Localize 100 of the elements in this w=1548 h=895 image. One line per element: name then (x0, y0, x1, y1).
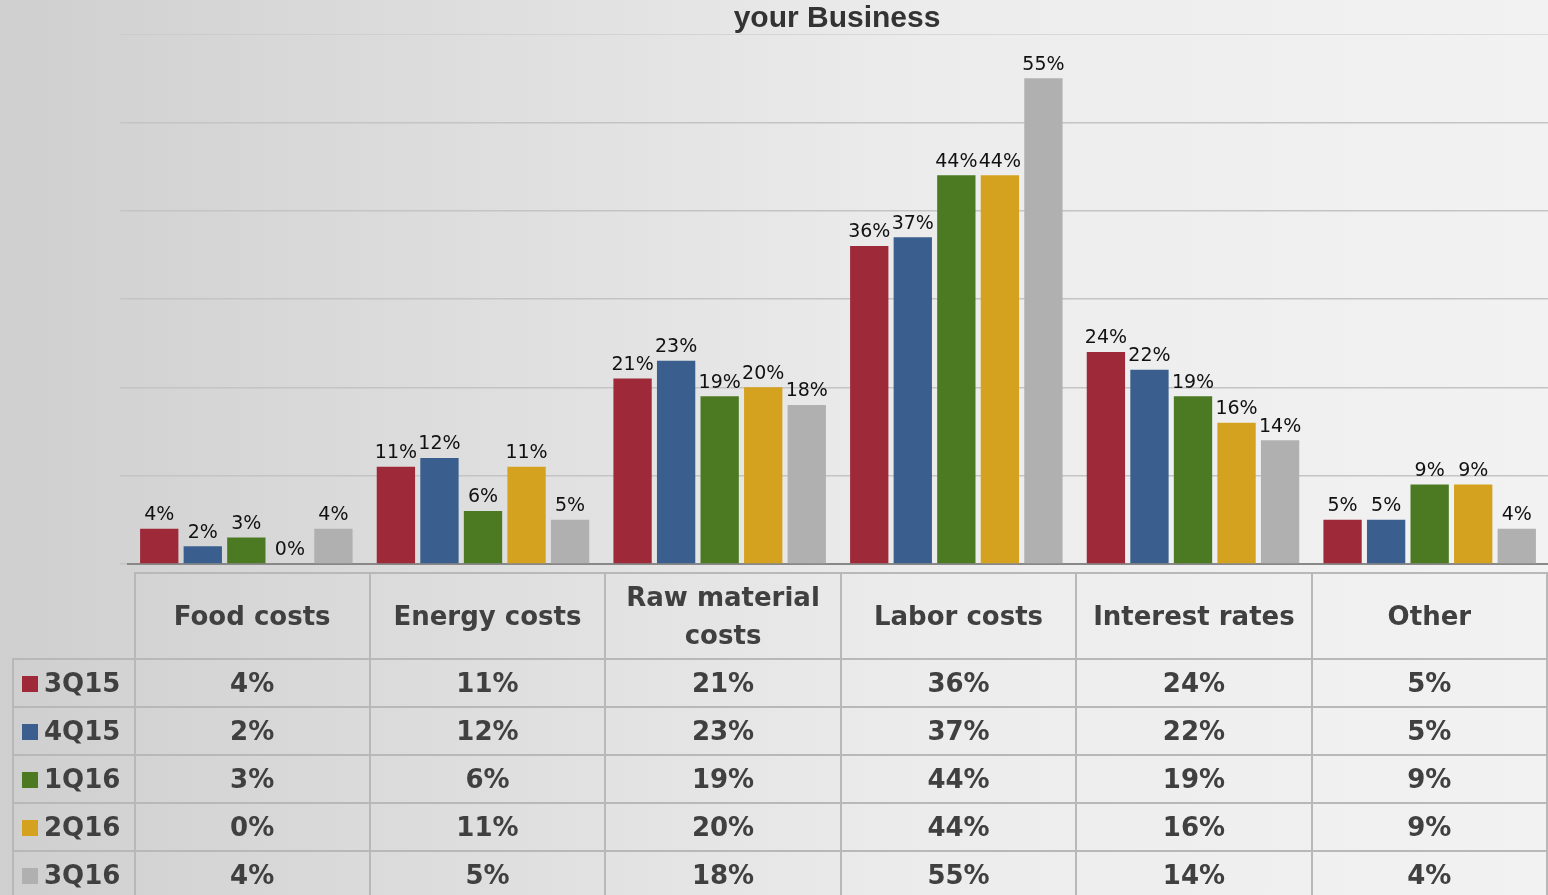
bar (1173, 396, 1213, 564)
data-label: 44% (840, 803, 1077, 851)
data-label: 19% (605, 755, 841, 803)
bar (700, 396, 739, 564)
bar (893, 237, 932, 564)
data-label: 22% (1076, 707, 1312, 755)
text: 9% (1458, 457, 1489, 480)
bar (140, 528, 179, 564)
data-label: 21% (605, 659, 841, 707)
bar (1217, 422, 1256, 564)
data-label: 44% (840, 755, 1077, 803)
x-tick-label: Raw material costs (605, 573, 841, 659)
text: 3% (231, 510, 262, 533)
bar (1260, 440, 1300, 564)
text: 0% (274, 537, 305, 560)
text: 37% (891, 210, 934, 233)
text: 16% (1215, 396, 1258, 419)
data-label: 5% (1311, 659, 1547, 707)
text: 44% (978, 148, 1021, 171)
data-label: 9% (1311, 803, 1547, 851)
text: 5% (1327, 493, 1358, 516)
text: 23% (655, 334, 698, 357)
text: 55% (1022, 51, 1065, 74)
text: 19% (1171, 369, 1215, 392)
bar (744, 387, 783, 564)
text: 5% (555, 493, 586, 516)
text: 24% (1084, 325, 1128, 348)
legend-label: 3Q16 (13, 851, 135, 895)
text: 9% (1414, 457, 1445, 480)
text: 18% (785, 378, 828, 401)
bar (1024, 78, 1063, 564)
bar (550, 519, 590, 564)
chart-title: your Business (732, 0, 942, 34)
data-label: 12% (369, 707, 606, 755)
bar (787, 405, 826, 564)
data-label: 14% (1076, 851, 1312, 895)
data-label: 4% (134, 851, 370, 895)
bar (1130, 369, 1169, 564)
bar (1086, 352, 1126, 564)
data-label: 6% (369, 755, 606, 803)
bar (980, 175, 1020, 564)
text: 12% (418, 431, 461, 454)
legend-label: 1Q16 (13, 755, 135, 803)
text: 20% (742, 360, 785, 383)
data-label: 36% (840, 659, 1077, 707)
text: 36% (848, 219, 891, 242)
data-label: 9% (1311, 755, 1547, 803)
text: 11% (374, 440, 418, 463)
data-label: 5% (1311, 707, 1547, 755)
data-label: 19% (1076, 755, 1312, 803)
text: 19% (698, 369, 741, 392)
data-label: 16% (1076, 803, 1312, 851)
x-tick-label: Energy costs (369, 573, 606, 659)
data-label: 4% (1311, 851, 1547, 895)
text: 4% (144, 502, 175, 525)
x-tick-label: Labor costs (840, 573, 1077, 659)
legend-label: 3Q15 (13, 659, 135, 707)
data-label: 24% (1076, 659, 1312, 707)
text: 6% (467, 484, 499, 507)
text: 14% (1258, 413, 1302, 436)
bar (314, 528, 353, 564)
x-tick-label: Food costs (134, 573, 370, 659)
bar (1323, 519, 1362, 564)
bar (463, 511, 503, 564)
data-label: 23% (605, 707, 841, 755)
text: 22% (1128, 343, 1171, 366)
bar (1366, 519, 1406, 564)
data-label: 18% (605, 851, 841, 895)
text: 4% (1501, 502, 1532, 525)
bar (1497, 528, 1536, 564)
bar (656, 360, 696, 564)
data-label: 11% (369, 803, 606, 851)
bar (937, 175, 976, 564)
data-label: 2% (134, 707, 370, 755)
bar (850, 246, 889, 564)
data-label: 5% (369, 851, 606, 895)
x-tick-label: Interest rates (1076, 573, 1312, 659)
data-label: 4% (134, 659, 370, 707)
data-label: 0% (134, 803, 370, 851)
data-label: 3% (134, 755, 370, 803)
text: 5% (1371, 493, 1402, 516)
bar (183, 546, 222, 564)
bar (1454, 484, 1493, 564)
bar (1410, 484, 1449, 564)
text: 4% (318, 502, 349, 525)
legend-label: 4Q15 (13, 707, 135, 755)
x-tick-label: Other (1311, 573, 1547, 659)
bar (420, 458, 459, 564)
text: 44% (935, 148, 978, 171)
bar (227, 537, 266, 564)
data-label: 37% (840, 707, 1077, 755)
data-label: 20% (605, 803, 841, 851)
data-label: 55% (840, 851, 1077, 895)
text: 2% (187, 519, 218, 542)
text: 21% (611, 351, 654, 374)
bar (507, 466, 546, 564)
data-label: 11% (369, 659, 606, 707)
text: 11% (505, 440, 548, 463)
bar (376, 466, 416, 564)
legend-label: 2Q16 (13, 803, 135, 851)
